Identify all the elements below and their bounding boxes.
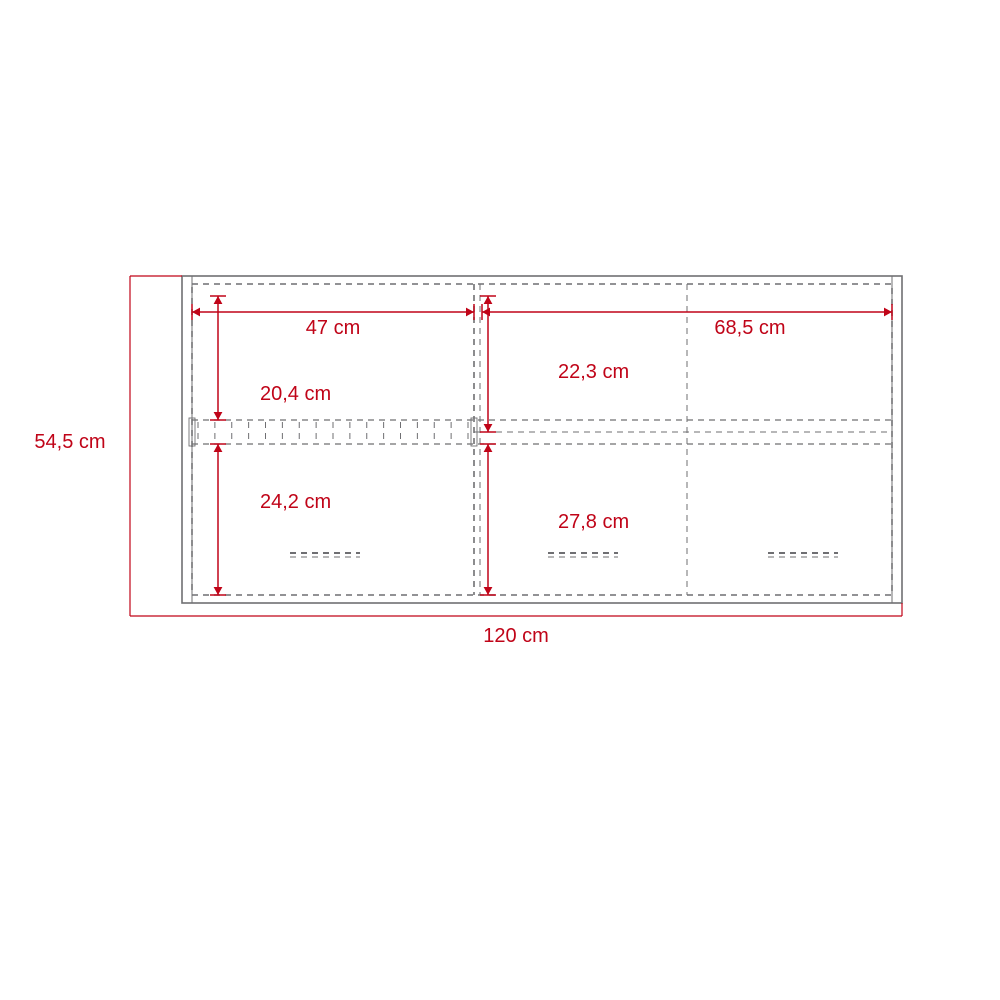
dim-left-lower: 24,2 cm xyxy=(260,491,331,513)
cabinet-inner xyxy=(192,284,892,595)
dim-right-lower: 27,8 cm xyxy=(558,511,629,533)
dim-right-upper: 22,3 cm xyxy=(558,361,629,383)
dim-overall-height: 54,5 cm xyxy=(34,431,105,453)
dim-overall-width: 120 cm xyxy=(483,625,549,647)
dim-right-width: 68,5 cm xyxy=(714,317,785,339)
dim-left-upper: 20,4 cm xyxy=(260,383,331,405)
dim-left-width: 47 cm xyxy=(306,317,360,339)
